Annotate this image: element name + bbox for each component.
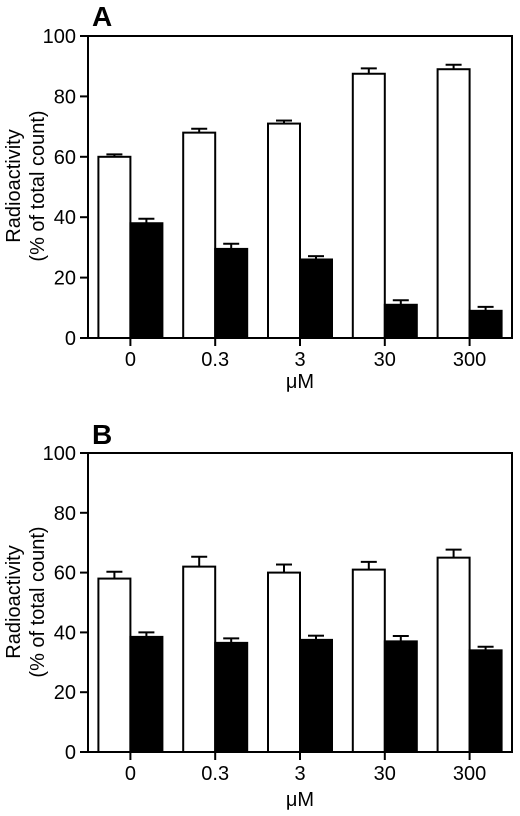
panel-a-open-bar bbox=[267, 122, 301, 339]
panel-b-open-bar bbox=[182, 565, 217, 753]
panel-b-x-tick-label: 30 bbox=[374, 763, 396, 785]
panel-a-open-bar bbox=[351, 72, 386, 339]
panel-a-filled-bar bbox=[468, 309, 503, 340]
panel-a-y-tick-label: 40 bbox=[54, 207, 76, 229]
panel-b-x-tick-label: 300 bbox=[453, 763, 486, 785]
panel-a-x-tick-label: 30 bbox=[374, 349, 396, 371]
panel-a-x-tick-label: 0 bbox=[125, 349, 136, 371]
panel-a-y-tick-label: 100 bbox=[43, 26, 76, 48]
panel-a-y-tick-label: 0 bbox=[65, 328, 76, 350]
panel-b-y-tick-label: 60 bbox=[54, 563, 76, 585]
panel-a-x-tick-label: 300 bbox=[453, 349, 486, 371]
panel-a-y-tick-label: 60 bbox=[54, 147, 76, 169]
panel-a-open-bar bbox=[436, 68, 471, 339]
panel-a-open-bar bbox=[97, 155, 132, 339]
panel-b-y-tick-label: 40 bbox=[54, 622, 76, 644]
panel-a-filled-bar bbox=[214, 247, 249, 339]
panel-b-y-tick-label: 100 bbox=[43, 443, 76, 465]
panel-b-filled-bar bbox=[383, 640, 418, 753]
panel-a-plot-frame bbox=[87, 35, 513, 339]
panel-b-letter: B bbox=[92, 419, 112, 450]
panel-b-chart: B Radioactivity (% of total count) μM 0 2… bbox=[3, 419, 513, 811]
panel-b-y-tick-label: 0 bbox=[65, 742, 76, 764]
panel-a-y-tick-label: 20 bbox=[54, 268, 76, 290]
panel-b-y-axis-title: Radioactivity (% of total count) bbox=[3, 526, 49, 677]
panel-b-filled-bar bbox=[214, 641, 249, 753]
panel-a-filled-bar bbox=[129, 222, 164, 340]
panel-b-filled-bar bbox=[129, 635, 164, 754]
panel-b-y-axis-title-line1: Radioactivity bbox=[3, 545, 25, 658]
panel-a-filled-bar bbox=[299, 258, 333, 340]
panel-a-x-axis-title: μM bbox=[286, 371, 314, 393]
panel-b-x-tick-label: 0.3 bbox=[201, 763, 229, 785]
panel-b-filled-bar bbox=[299, 638, 333, 753]
panel-b-open-bar bbox=[351, 568, 386, 753]
panel-b-x-axis-title: μM bbox=[286, 789, 314, 811]
panel-b-filled-bar bbox=[468, 649, 503, 754]
panel-a-y-axis-title-line1: Radioactivity bbox=[3, 129, 25, 242]
panel-a-y-tick-label: 80 bbox=[54, 86, 76, 108]
panel-b-plot-frame bbox=[87, 452, 513, 753]
panel-a-chart: A Radioactivity (% of total count) μM 0 2… bbox=[3, 1, 513, 393]
panel-b-y-tick-label: 20 bbox=[54, 682, 76, 704]
panel-b-open-bar bbox=[267, 571, 301, 753]
panel-a-x-tick-label: 0.3 bbox=[201, 349, 229, 371]
panel-b-x-tick-label: 0 bbox=[125, 763, 136, 785]
panel-a-y-axis-title-line2: (% of total count) bbox=[27, 110, 49, 261]
panel-b-open-bar bbox=[97, 577, 132, 754]
panel-b-y-tick-label: 80 bbox=[54, 503, 76, 525]
panel-b-x-tick-label: 3 bbox=[294, 763, 305, 785]
panel-a-y-axis-title: Radioactivity (% of total count) bbox=[3, 110, 49, 261]
panel-a-letter: A bbox=[92, 1, 112, 32]
panel-b-open-bar bbox=[436, 556, 471, 754]
panel-a-open-bar bbox=[182, 131, 217, 339]
panel-a-x-tick-label: 3 bbox=[294, 349, 305, 371]
panel-a-filled-bar bbox=[383, 303, 418, 339]
panel-b-y-axis-title-line2: (% of total count) bbox=[27, 526, 49, 677]
